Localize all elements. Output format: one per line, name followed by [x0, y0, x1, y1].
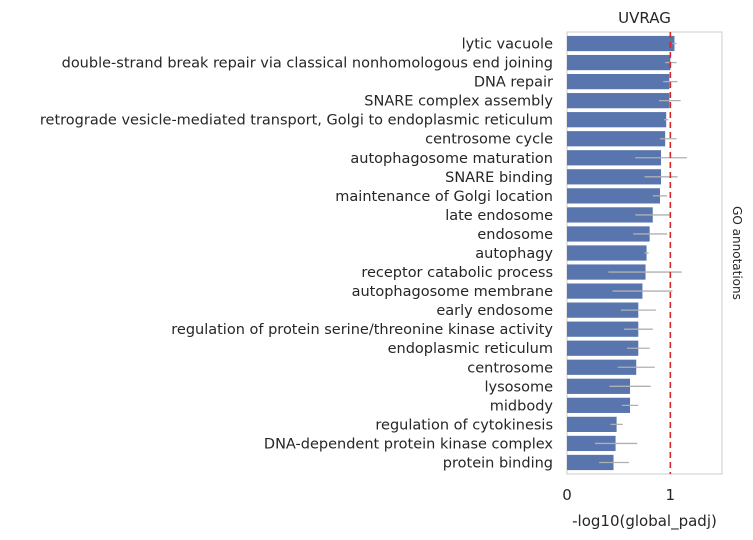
- category-label: maintenance of Golgi location: [335, 189, 553, 205]
- bar: [567, 264, 646, 280]
- category-label: endoplasmic reticulum: [388, 341, 553, 357]
- bar: [567, 35, 675, 52]
- bar: [567, 359, 637, 375]
- bar: [567, 302, 639, 318]
- category-label: regulation of cytokinesis: [375, 417, 553, 433]
- bar: [567, 54, 671, 71]
- category-labels: lytic vacuole double-strand break repair …: [40, 37, 554, 472]
- category-label: receptor catabolic process: [361, 265, 553, 281]
- category-label: late endosome: [445, 208, 553, 224]
- bar: [567, 226, 650, 242]
- category-label: protein binding: [443, 455, 553, 471]
- category-label: early endosome: [436, 303, 553, 319]
- bars-layer: [567, 35, 675, 471]
- bar: [567, 435, 616, 452]
- category-label: SNARE binding: [445, 170, 553, 186]
- chart-title: UVRAG: [618, 9, 671, 27]
- category-label: autophagosome membrane: [352, 284, 553, 300]
- category-label: SNARE complex assembly: [364, 94, 553, 110]
- category-label: autophagosome maturation: [350, 151, 553, 167]
- category-label: double-strand break repair via classical…: [62, 56, 553, 72]
- x-axis-title: -log10(global_padj): [572, 512, 717, 531]
- category-label: centrosome cycle: [425, 132, 553, 148]
- bar: [567, 340, 639, 356]
- category-label: midbody: [490, 398, 554, 414]
- category-label: centrosome: [467, 360, 553, 376]
- bar: [567, 93, 670, 109]
- category-label: endosome: [477, 227, 553, 243]
- bar: [567, 131, 666, 147]
- bar: [567, 283, 643, 299]
- bar: [567, 378, 631, 394]
- category-label: DNA repair: [474, 75, 553, 91]
- bar: [567, 73, 670, 90]
- bar: [567, 169, 662, 185]
- category-label: regulation of protein serine/threonine k…: [171, 322, 553, 338]
- bar: [567, 454, 614, 471]
- bar: [567, 112, 667, 128]
- bar: [567, 416, 617, 433]
- x-tick-label: 1: [666, 486, 676, 504]
- x-tick-label: 0: [562, 486, 572, 504]
- bar: [567, 321, 639, 337]
- bar: [567, 397, 631, 413]
- category-label: autophagy: [475, 246, 553, 262]
- category-label: lysosome: [484, 379, 553, 395]
- bar: [567, 207, 653, 223]
- bar: [567, 150, 662, 166]
- bar: [567, 188, 660, 204]
- category-label: retrograde vesicle-mediated transport, G…: [40, 113, 553, 129]
- bar: [567, 245, 647, 261]
- category-label: lytic vacuole: [462, 37, 553, 53]
- category-label: DNA-dependent protein kinase complex: [264, 436, 553, 452]
- side-axis-title: GO annotations: [730, 206, 744, 300]
